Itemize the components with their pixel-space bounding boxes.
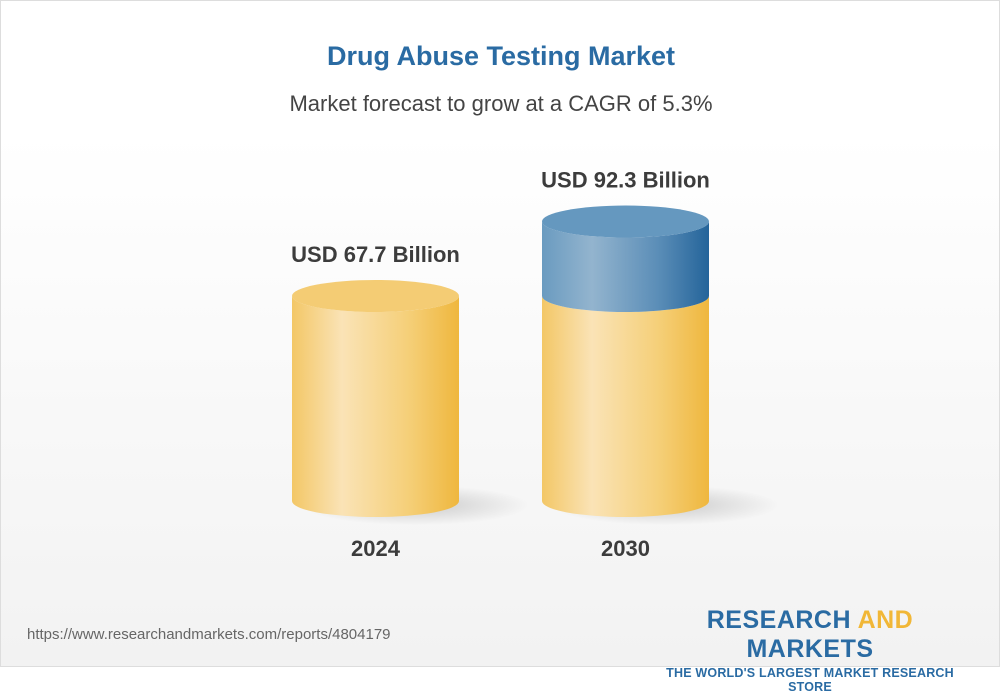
cylinder-top-2030 [542,205,709,238]
source-url[interactable]: https://www.researchandmarkets.com/repor… [27,626,391,643]
chart-subtitle: Market forecast to grow at a CAGR of 5.3… [289,91,713,116]
logo-tagline: THE WORLD'S LARGEST MARKET RESEARCH STOR… [666,666,954,694]
cylinder-body-2024 [292,296,460,517]
cylinder-top-2024 [292,280,459,312]
cylinder-body-2030 [542,296,709,517]
data-label: USD 92.3 Billion [541,168,710,193]
category-label: 2030 [601,536,650,561]
chart-title: Drug Abuse Testing Market [326,41,676,71]
research-and-markets-logo: RESEARCH AND MARKETS THE WORLD'S LARGEST… [643,606,977,694]
cylinder-chart: USD 67.7 Billion 2024 USD 92.3 Billion 2030 [291,168,779,561]
category-label: 2024 [351,536,401,561]
cylinder-growth-segment-2030 [542,221,709,312]
data-label: USD 67.7 Billion [291,242,460,267]
